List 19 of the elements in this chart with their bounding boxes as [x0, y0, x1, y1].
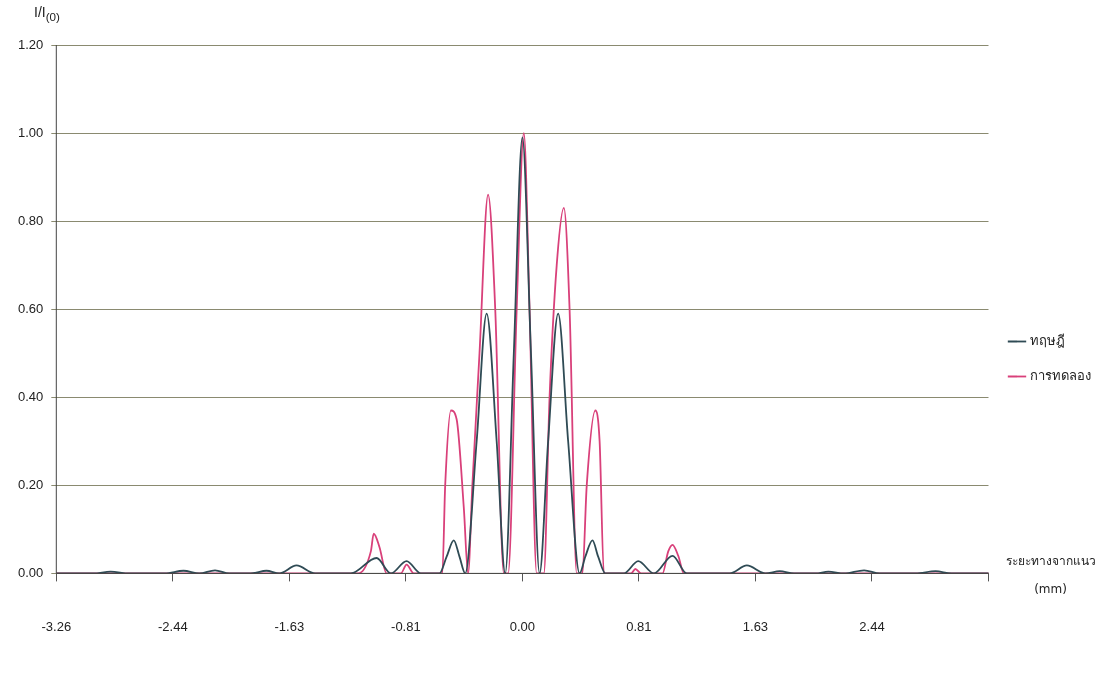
x-tick-label: 1.63 [742, 618, 769, 634]
y-tick-label: 0.60 [17, 300, 44, 316]
y-tick-label: 1.20 [17, 36, 44, 52]
x-tick-label: 2.44 [859, 618, 885, 634]
y-axis-title: I/I$_{(0)}$ [34, 4, 60, 23]
x-axis-title: ระยะทางจากแนว (mm) [1005, 554, 1096, 597]
x-tick-label: -0.81 [391, 618, 421, 634]
x-tick-label: -1.63 [274, 618, 305, 634]
x-tick-label: -2.44 [158, 618, 188, 634]
x-tick-label: -3.26 [41, 618, 72, 634]
y-tick-label: 0.80 [17, 212, 44, 228]
legend-label: การทดลอง [1030, 367, 1091, 383]
x-tick-label: 0.81 [626, 618, 652, 634]
x-tick-label: 0.00 [509, 618, 536, 634]
y-tick-label: 0.00 [17, 564, 44, 580]
y-tick-label: 0.40 [17, 388, 44, 404]
legend-label: ทฤษฎี [1030, 332, 1065, 348]
y-tick-label: 0.20 [17, 476, 44, 492]
y-tick-label: 1.00 [17, 124, 44, 140]
